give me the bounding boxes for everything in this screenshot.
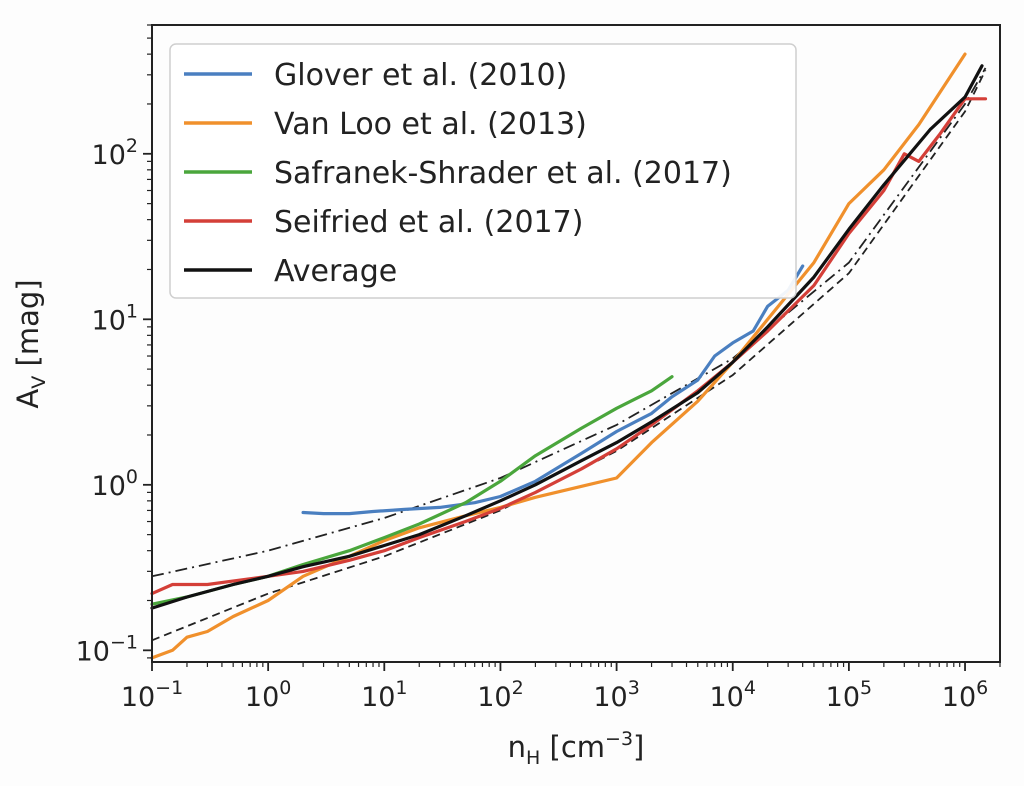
y-axis-ticks: 10−1 100 101 102: [76, 24, 152, 667]
x-tick-label: 101: [361, 677, 407, 713]
series-line-1: [150, 52, 967, 660]
x-tick-label: 102: [477, 677, 523, 713]
y-tick-label: 101: [92, 300, 138, 336]
reference-lines: [151, 67, 987, 642]
x-axis-ticks: 10−1 100 101 102 103 104 105 106: [121, 662, 1001, 713]
x-axis-label: nH [cm−3]: [508, 728, 645, 769]
x-tick-label: 105: [826, 677, 872, 713]
y-tick-label: 102: [92, 135, 138, 171]
dashed-reference-line: [151, 69, 987, 642]
legend-entries: Glover et al. (2010) Van Loo et al. (2013…: [184, 58, 732, 289]
series-line-4: [150, 64, 984, 610]
legend-label-3: Seifried et al. (2017): [274, 205, 583, 240]
legend-label-0: Glover et al. (2010): [274, 58, 567, 93]
legend: Glover et al. (2010) Van Loo et al. (2013…: [169, 43, 797, 299]
series-line-0: [301, 264, 805, 516]
x-tick-label: 100: [245, 677, 291, 713]
legend-label-1: Van Loo et al. (2013): [274, 107, 587, 142]
x-tick-label: 10−1: [121, 677, 183, 713]
series-line-3: [150, 97, 988, 596]
legend-box: [169, 43, 797, 299]
x-tick-label: 103: [593, 677, 639, 713]
plot-frame: [151, 24, 1001, 663]
y-axis-label: AV [mag]: [11, 279, 50, 408]
legend-label-4: Average: [274, 254, 397, 289]
y-tick-label: 100: [92, 466, 138, 502]
x-tick-label: 104: [710, 677, 756, 713]
x-tick-label: 106: [942, 677, 988, 713]
legend-label-2: Safranek-Shrader et al. (2017): [274, 156, 732, 191]
y-tick-label: 10−1: [76, 631, 138, 667]
series-lines: [150, 52, 988, 660]
dash-dot-reference-line: [151, 67, 987, 578]
